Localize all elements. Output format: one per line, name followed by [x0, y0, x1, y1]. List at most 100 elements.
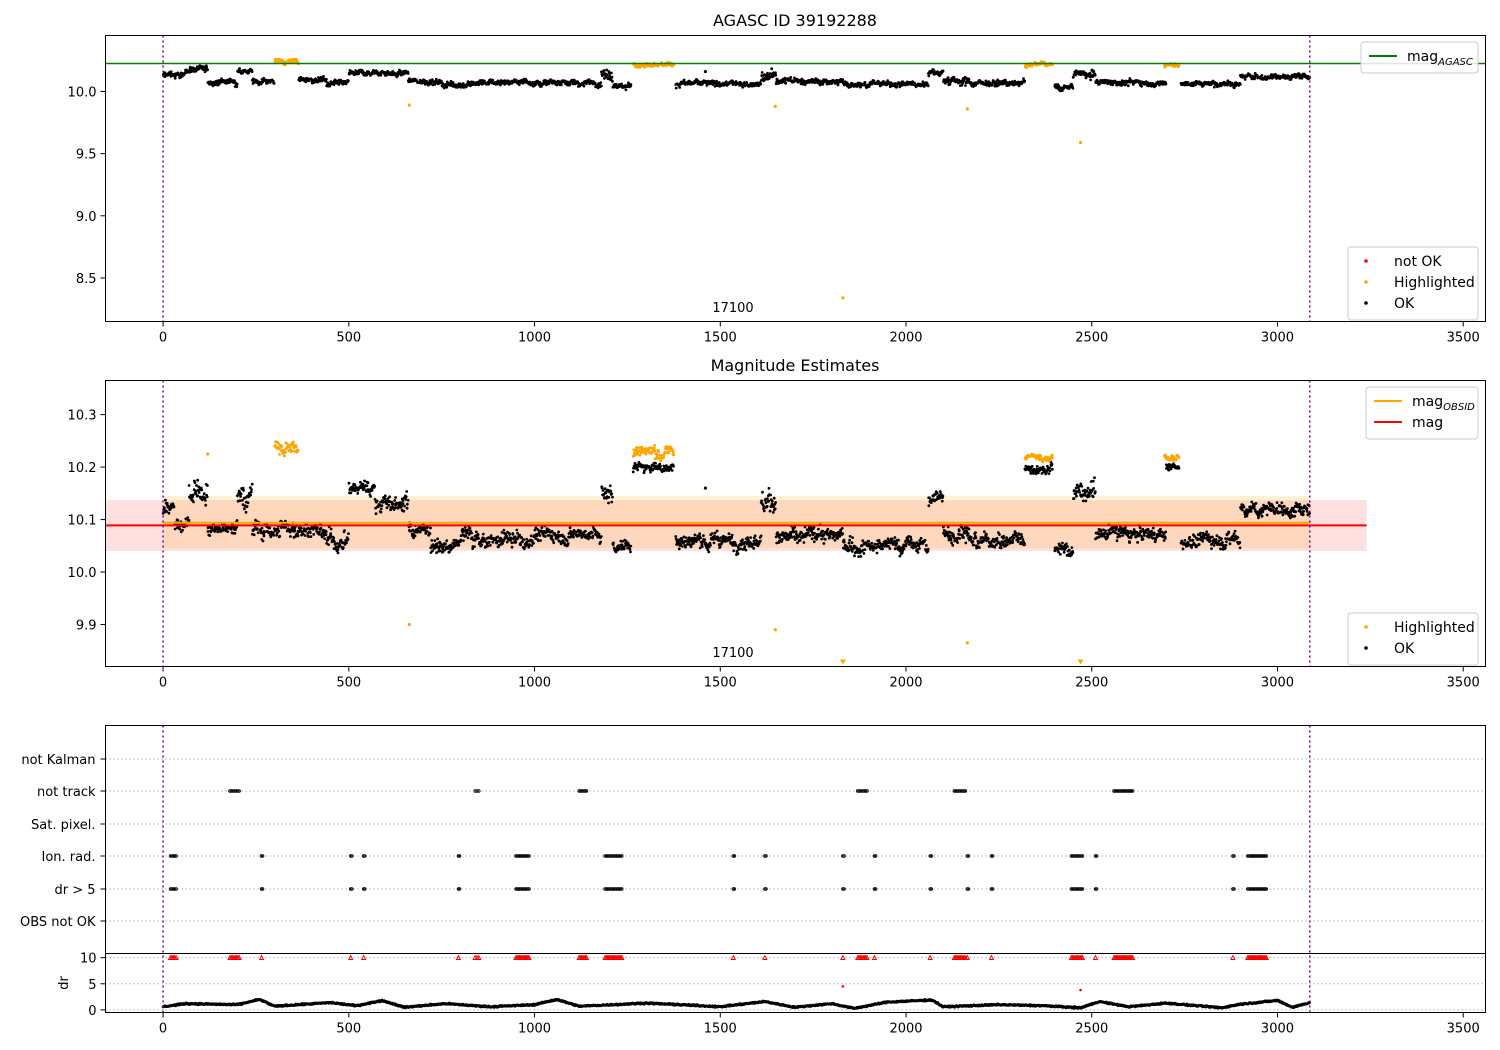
data-point	[792, 530, 796, 534]
data-point	[949, 538, 953, 542]
data-point	[289, 535, 292, 538]
data-point	[836, 83, 840, 87]
data-point	[709, 543, 712, 547]
data-point	[1005, 543, 1009, 547]
data-point	[817, 527, 820, 531]
data-point	[1086, 486, 1090, 490]
data-point	[374, 512, 378, 516]
data-point	[794, 530, 798, 533]
data-point	[629, 544, 633, 548]
x-tick-label: 3000	[1261, 331, 1294, 346]
data-point	[370, 489, 374, 492]
data-point	[971, 540, 975, 543]
data-point	[197, 491, 201, 494]
data-point	[196, 494, 200, 498]
data-point	[810, 537, 814, 541]
data-point	[1011, 541, 1015, 544]
data-point	[1023, 542, 1027, 546]
data-point	[309, 531, 312, 534]
data-point	[888, 547, 892, 550]
data-point	[1126, 84, 1130, 88]
data-point	[303, 534, 307, 537]
data-point	[208, 534, 212, 537]
data-point	[529, 534, 533, 538]
data-point	[928, 496, 931, 500]
data-point	[940, 499, 944, 503]
data-point	[347, 79, 350, 83]
data-point	[514, 540, 518, 544]
data-point	[768, 509, 772, 513]
data-point	[552, 541, 556, 545]
data-point	[841, 532, 845, 536]
data-point	[205, 66, 209, 69]
data-point	[278, 534, 282, 538]
data-point	[1177, 466, 1181, 470]
data-point	[909, 535, 912, 539]
data-point	[491, 78, 495, 82]
data-point	[832, 531, 835, 534]
data-point	[847, 548, 851, 552]
data-point	[1099, 529, 1103, 533]
data-point	[916, 551, 920, 554]
data-point	[557, 530, 560, 534]
data-point	[612, 541, 615, 545]
data-point	[167, 511, 171, 515]
data-point	[463, 526, 467, 529]
data-point	[987, 537, 990, 541]
data-point	[394, 496, 397, 499]
data-point	[1091, 495, 1095, 498]
data-point	[862, 552, 866, 555]
data-point	[847, 541, 851, 545]
data-point	[681, 545, 684, 548]
data-point	[477, 537, 481, 540]
data-point	[798, 538, 802, 542]
data-point	[445, 539, 449, 543]
data-point	[610, 75, 614, 79]
data-point	[753, 534, 757, 538]
data-point	[245, 505, 249, 508]
data-point	[388, 495, 392, 499]
data-point	[510, 545, 514, 549]
data-point	[1002, 534, 1006, 538]
data-point	[893, 536, 897, 539]
data-point	[327, 543, 330, 546]
data-point	[957, 529, 961, 533]
data-point	[413, 534, 417, 538]
data-point	[1142, 534, 1146, 537]
data-point	[1067, 548, 1071, 552]
data-point	[1092, 487, 1096, 490]
data-point	[206, 530, 210, 533]
data-point	[1081, 499, 1085, 503]
data-point	[402, 509, 406, 513]
data-point	[204, 503, 208, 507]
data-point	[590, 531, 594, 534]
panel-1-legend-top: magAGASC	[1360, 41, 1479, 74]
data-point	[249, 490, 253, 494]
data-point	[713, 531, 717, 535]
data-point	[510, 541, 514, 545]
data-point	[1097, 535, 1101, 539]
data-point	[607, 496, 611, 499]
data-point	[1021, 538, 1025, 541]
legend-entry-label: not OK	[1394, 254, 1442, 270]
data-point	[605, 73, 609, 77]
data-point	[875, 551, 879, 555]
data-point	[909, 538, 913, 541]
data-point	[774, 73, 778, 77]
data-point	[967, 77, 971, 81]
data-point	[1084, 499, 1088, 503]
data-point	[1085, 489, 1089, 493]
data-point	[824, 538, 827, 541]
data-point	[840, 527, 844, 530]
data-point	[707, 550, 711, 554]
data-point	[766, 71, 769, 75]
data-point	[235, 85, 239, 89]
panel-1-plot	[105, 35, 1486, 322]
data-point	[1020, 535, 1024, 539]
data-point	[678, 86, 682, 89]
data-point	[406, 72, 410, 75]
data-point	[710, 532, 714, 535]
legend-marker-swatch	[1364, 301, 1368, 305]
data-point	[324, 533, 328, 537]
data-point	[322, 75, 325, 78]
